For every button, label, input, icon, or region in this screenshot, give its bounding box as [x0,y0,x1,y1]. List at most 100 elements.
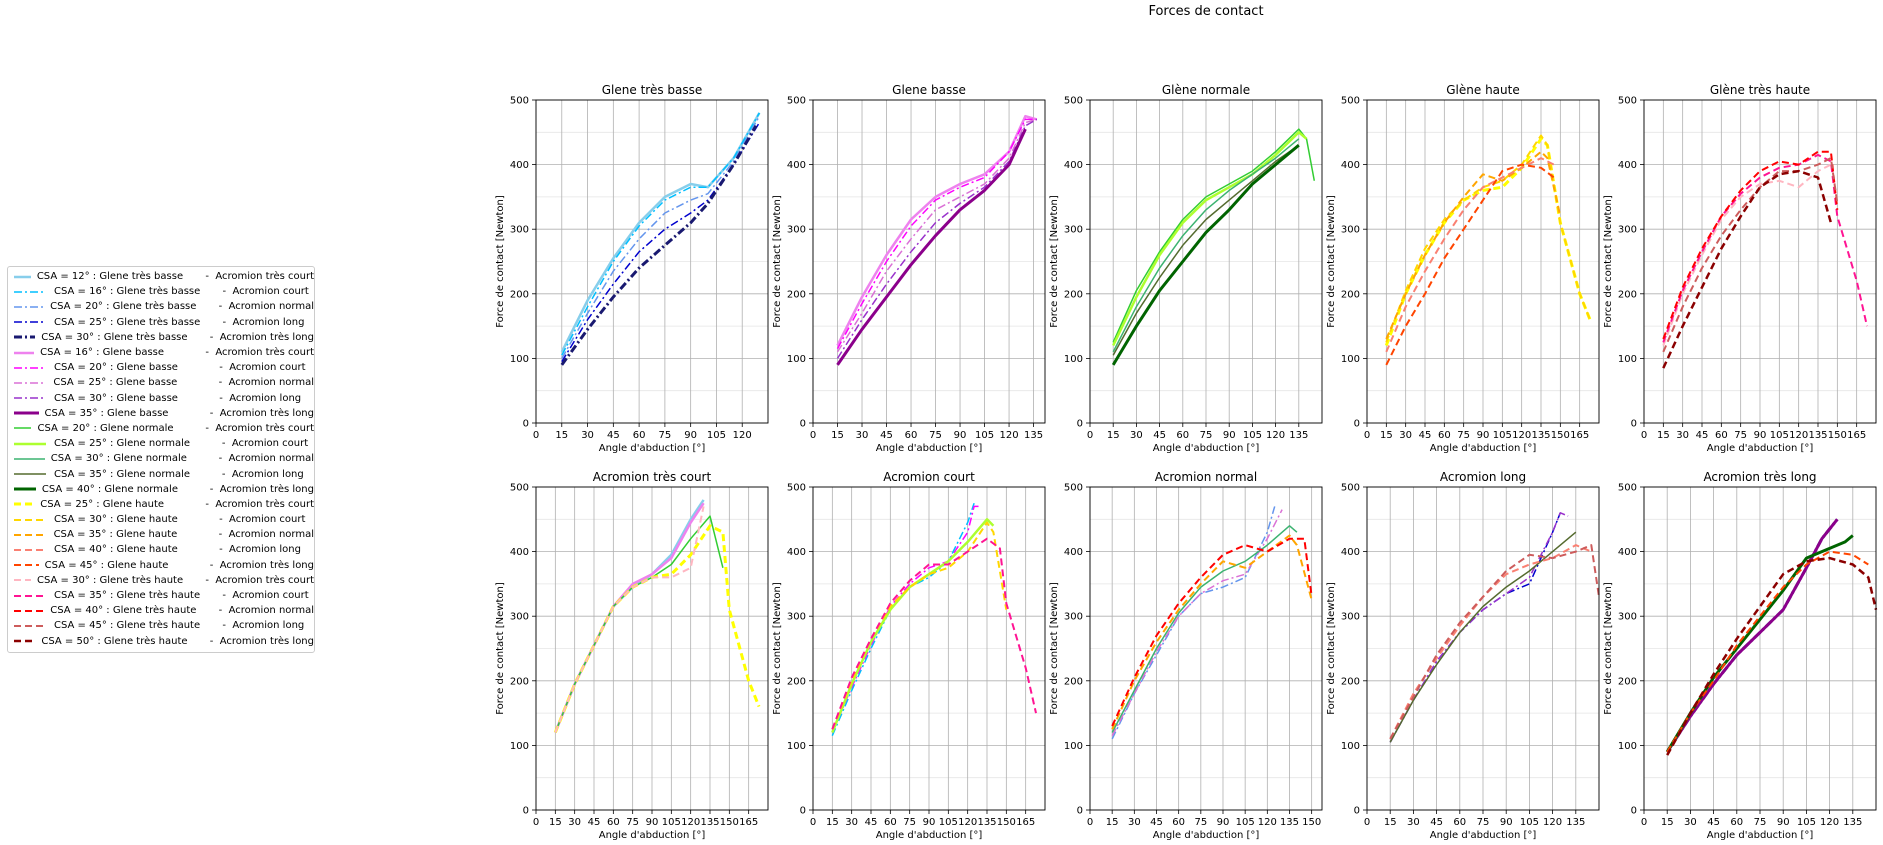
subplot-title: Glene basse [892,83,966,97]
y-tick-label: 100 [787,741,806,752]
y-tick-label: 500 [787,96,806,107]
y-tick-label: 300 [1064,225,1083,236]
y-tick-label: 0 [523,419,529,430]
y-axis-label: Force de contact [Newton] [1326,195,1337,328]
legend-swatch [14,411,39,415]
legend-label: CSA = 35° : Glene très haute - Acromion … [54,590,309,602]
series-line [554,506,705,733]
subplot: 0 100 200 300 400 500 0 15 30 45 60 75 90 105 120 Glene… [495,83,769,454]
y-tick-label: 400 [1618,547,1637,558]
x-tick-label: 75 [903,817,916,828]
series-line [831,502,975,736]
legend-entry: CSA = 50° : Glene très haute - Acromion … [8,634,314,649]
legend-swatch [14,442,46,445]
legend-label: CSA = 25° : Glene très basse - Acromion … [54,316,305,328]
x-tick-label: 90 [1777,817,1790,828]
series-line [1389,531,1577,743]
y-axis-label: Force de contact [Newton] [495,582,506,715]
x-tick-label: 90 [1477,430,1490,441]
legend-entry: CSA = 30° : Glene basse - Acromion long [8,391,314,406]
series-line [1662,163,1832,346]
x-axis-label: Angle d'abduction [°] [876,830,983,841]
series-line [1385,157,1555,353]
series-line [836,118,1037,350]
y-axis-label: Force de contact [Newton] [772,195,783,328]
x-tick-label: 90 [684,430,697,441]
x-tick-label: 30 [1684,817,1697,828]
x-tick-label: 105 [1770,430,1789,441]
x-tick-label: 135 [1843,817,1862,828]
x-tick-label: 60 [1453,817,1466,828]
x-tick-label: 15 [1380,430,1393,441]
series-line [831,518,995,733]
series-line [1666,556,1878,756]
subplot-title: Acromion très court [593,470,712,484]
y-tick-label: 200 [510,289,529,300]
x-tick-label: 75 [929,430,942,441]
legend-label: CSA = 30° : Glene très haute - Acromion … [36,574,314,586]
legend-label: CSA = 40° : Glene très haute - Acromion … [50,605,314,617]
y-tick-label: 400 [1341,547,1360,558]
series-line [836,128,1027,366]
x-tick-label: 105 [1236,817,1255,828]
legend-entry: CSA = 30° : Glene normale - Acromion nor… [8,451,314,466]
legend-entry: CSA = 16° : Glene basse - Acromion très … [8,345,314,360]
x-tick-label: 15 [1661,817,1674,828]
x-tick-label: 165 [1570,430,1589,441]
y-tick-label: 300 [1341,225,1360,236]
y-tick-label: 0 [1077,419,1083,430]
x-tick-label: 60 [633,430,646,441]
y-tick-label: 300 [787,225,806,236]
x-tick-label: 135 [977,817,996,828]
series-line [1662,169,1833,369]
y-tick-label: 300 [1618,612,1637,623]
series-line [1389,512,1569,743]
y-tick-label: 200 [1618,289,1637,300]
legend-swatch [14,473,46,475]
x-tick-label: 0 [533,430,539,441]
x-tick-label: 120 [1512,430,1531,441]
series-line [1111,534,1313,730]
legend-swatch [14,639,36,643]
legend-swatch [14,382,46,384]
x-tick-label: 90 [1217,817,1230,828]
x-tick-label: 105 [1243,430,1262,441]
legend-swatch [14,624,46,627]
y-tick-label: 400 [787,547,806,558]
x-tick-label: 120 [681,817,700,828]
legend-entry: CSA = 30° : Glene très haute - Acromion … [8,573,314,588]
x-tick-label: 150 [997,817,1016,828]
series-line [1111,537,1313,727]
y-tick-label: 300 [1064,612,1083,623]
y-tick-label: 500 [510,483,529,494]
x-tick-label: 75 [1734,430,1747,441]
y-tick-label: 300 [510,612,529,623]
y-tick-label: 500 [1341,96,1360,107]
x-tick-label: 0 [533,817,539,828]
y-tick-label: 200 [1064,289,1083,300]
x-tick-label: 30 [845,817,858,828]
x-tick-label: 15 [549,817,562,828]
series-line [1662,157,1839,353]
x-tick-label: 150 [720,817,739,828]
y-tick-label: 200 [1341,676,1360,687]
x-tick-label: 120 [1000,430,1019,441]
y-tick-label: 0 [1631,806,1637,817]
y-tick-label: 300 [1341,612,1360,623]
legend-label: CSA = 25° : Glene basse - Acromion norma… [53,377,314,389]
legend-swatch [14,397,46,399]
x-axis-label: Angle d'abduction [°] [1430,830,1537,841]
x-tick-label: 15 [826,817,839,828]
series-line [553,524,761,734]
x-tick-label: 75 [1200,430,1213,441]
legend-label: CSA = 45° : Glene haute - Acromion très … [44,559,314,571]
axes-frame [812,99,1046,424]
subplot-title: Acromion très long [1703,470,1816,484]
x-tick-label: 30 [1407,817,1420,828]
y-tick-label: 100 [1064,741,1083,752]
subplot-title: Glène normale [1162,83,1250,97]
x-tick-label: 135 [1024,430,1043,441]
